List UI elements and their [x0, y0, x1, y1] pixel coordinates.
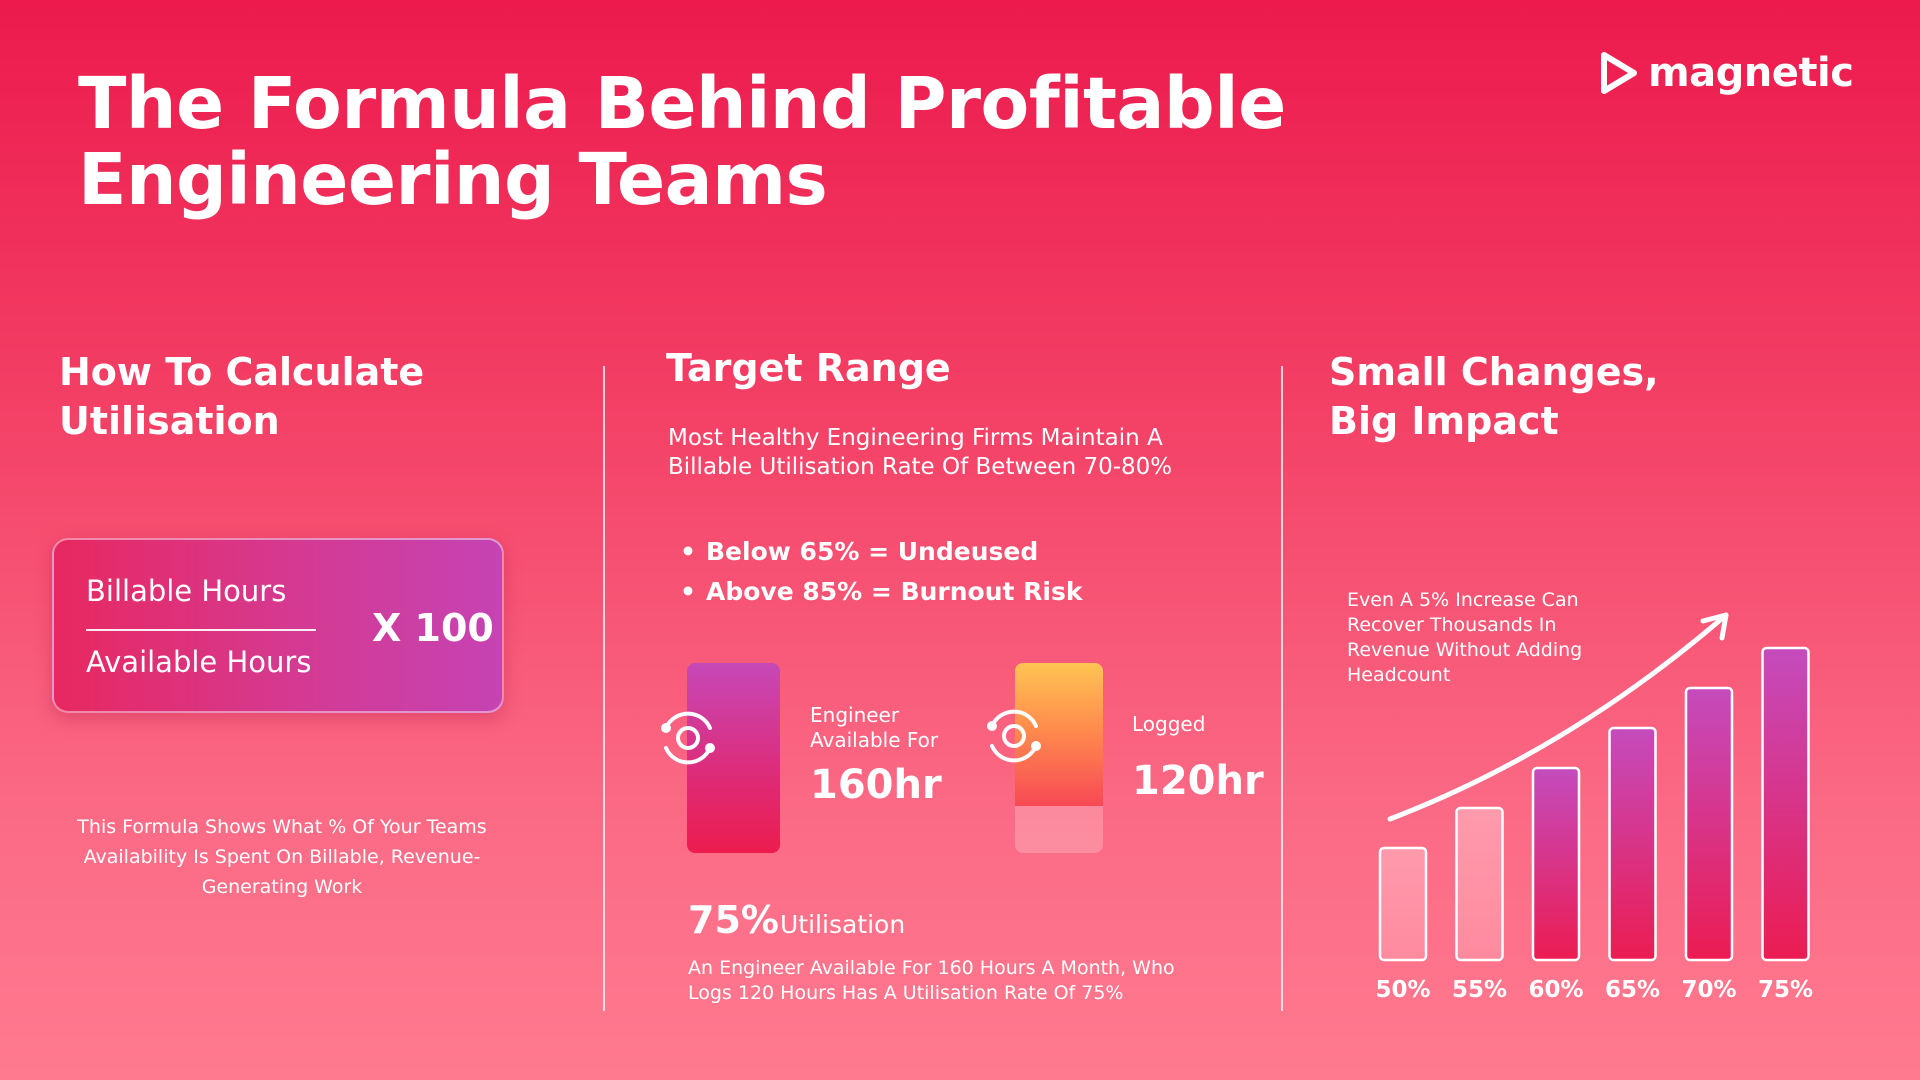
logged-hours-bar — [1015, 663, 1103, 853]
calculate-title-line-2: Utilisation — [59, 399, 280, 443]
formula-multiplier: X 100 — [372, 606, 494, 650]
impact-bar-75pct — [1761, 646, 1810, 962]
available-value: 160hr — [810, 762, 942, 808]
impact-tick-label: 65% — [1605, 977, 1660, 1003]
impact-note-line-2: Recover Thousands In — [1347, 614, 1557, 636]
logged-label: Logged — [1132, 712, 1206, 736]
impact-bar-70pct — [1684, 686, 1734, 962]
calculate-title-line-1: How To Calculate — [59, 350, 425, 394]
impact-bar-60pct — [1531, 766, 1581, 962]
available-label-line-2: Available For — [810, 728, 939, 752]
impact-note-line-1: Even A 5% Increase Can — [1347, 589, 1579, 611]
utilisation-example-note: An Engineer Available For 160 Hours A Mo… — [688, 956, 1248, 1006]
impact-bar-65pct — [1608, 726, 1657, 962]
impact-title-line-2: Big Impact — [1329, 399, 1559, 443]
page-title-line-2: Engineering Teams — [78, 138, 828, 221]
utilisation-label: Utilisation — [780, 910, 906, 939]
impact-tick-label: 75% — [1758, 977, 1813, 1003]
impact-note: Even A 5% Increase Can Recover Thousands… — [1347, 588, 1637, 688]
brand-logo: magnetic — [1598, 50, 1854, 96]
target-desc-line-1: Most Healthy Engineering Firms Maintain … — [668, 425, 1163, 451]
impact-bar-chart: 50% 55% 60% 65% 70% 75% — [1375, 612, 1813, 1003]
refresh-cycle-icon — [661, 711, 715, 765]
impact-title-line-1: Small Changes, — [1329, 350, 1659, 394]
calculate-section-title: How To Calculate Utilisation — [59, 348, 424, 446]
impact-tick-label: 70% — [1681, 977, 1736, 1003]
trend-arrow-head — [1700, 612, 1729, 641]
impact-bar-55pct — [1455, 806, 1504, 962]
available-label: Engineer Available For — [810, 703, 938, 753]
target-section-title: Target Range — [666, 346, 951, 390]
impact-tick-label: 55% — [1452, 977, 1507, 1003]
formula-card: Billable Hours Available Hours X 100 — [52, 538, 504, 713]
logo-text: magnetic — [1648, 50, 1854, 96]
target-desc-line-2: Billable Utilisation Rate Of Between 70-… — [668, 454, 1173, 480]
impact-note-line-3: Revenue Without Adding — [1347, 639, 1583, 661]
utilisation-percentage: 75% — [688, 898, 779, 942]
logged-value: 120hr — [1132, 758, 1264, 804]
impact-tick-label: 50% — [1375, 977, 1430, 1003]
bullet-burnout: Above 85% = Burnout Risk — [680, 572, 1083, 612]
fraction-line — [86, 629, 316, 631]
page-title: The Formula Behind Profitable Engineerin… — [78, 66, 1286, 218]
trend-up-arrow-icon — [1387, 612, 1729, 822]
utilisation-note-line-2: Logs 120 Hours Has A Utilisation Rate Of… — [688, 982, 1124, 1004]
formula-denominator: Available Hours — [86, 645, 312, 679]
impact-section-title: Small Changes, Big Impact — [1329, 348, 1659, 446]
column-divider-right — [1281, 366, 1283, 1011]
bullet-underused: Below 65% = Undeused — [680, 532, 1083, 572]
logged-hours-fill — [1015, 663, 1103, 806]
target-bullet-list: Below 65% = Undeused Above 85% = Burnout… — [680, 532, 1083, 612]
utilisation-note-line-1: An Engineer Available For 160 Hours A Mo… — [688, 957, 1175, 979]
refresh-cycle-icon — [987, 709, 1041, 763]
impact-tick-label: 60% — [1528, 977, 1583, 1003]
formula-numerator: Billable Hours — [86, 574, 287, 608]
impact-note-line-4: Headcount — [1347, 664, 1451, 686]
formula-note: This Formula Shows What % Of Your Teams … — [77, 816, 487, 898]
impact-bar-50pct — [1378, 846, 1428, 962]
available-label-line-1: Engineer — [810, 703, 900, 727]
target-description: Most Healthy Engineering Firms Maintain … — [668, 424, 1228, 482]
column-divider-left — [603, 366, 605, 1011]
play-triangle-icon — [1601, 52, 1637, 94]
page-title-line-1: The Formula Behind Profitable — [78, 62, 1286, 145]
